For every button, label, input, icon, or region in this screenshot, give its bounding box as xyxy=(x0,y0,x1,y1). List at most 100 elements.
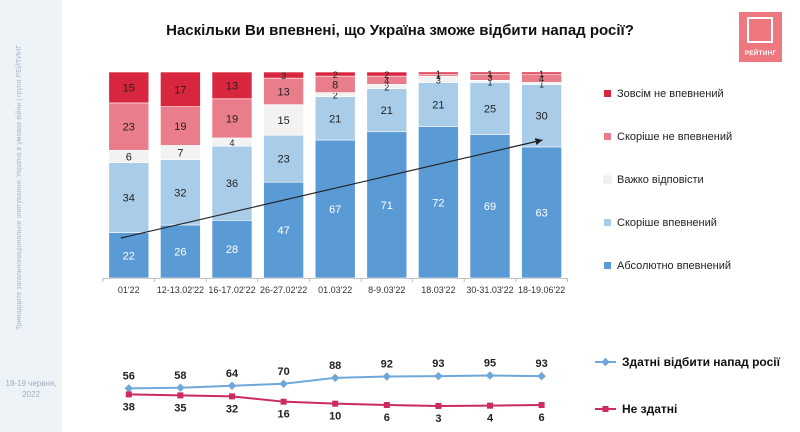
bar-value-label: 1 xyxy=(487,69,492,79)
bar-segment xyxy=(469,71,511,75)
bar-value-label: 21 xyxy=(432,100,444,112)
bar-value-label: 15 xyxy=(123,82,135,94)
bar-value-label: 17 xyxy=(174,84,186,96)
bar-value-label: 2 xyxy=(333,70,338,80)
bar-segment xyxy=(521,146,562,279)
bar-segment xyxy=(314,96,356,141)
bar-value-label: 69 xyxy=(484,201,496,213)
legend-label: Не здатні xyxy=(622,402,677,416)
bar-segment xyxy=(366,131,408,279)
bar-value-label: 13 xyxy=(226,80,238,92)
x-tick-label: 30-31.03'22 xyxy=(466,285,513,295)
line-marker-square xyxy=(435,402,442,409)
bar-value-label: 8 xyxy=(332,79,338,91)
line-marker-diamond xyxy=(124,384,134,393)
x-tick-label: 12-13.02'22 xyxy=(157,285,204,295)
bar-segment xyxy=(521,71,562,75)
bar-value-label: 19 xyxy=(174,121,186,133)
line-value-label: 32 xyxy=(226,403,238,415)
line-marker-square xyxy=(538,402,545,408)
line-value-label: 64 xyxy=(226,368,239,380)
line-marker-square xyxy=(229,393,235,400)
bar-value-label: 63 xyxy=(535,207,547,219)
legend-label: Абсолютно впевнений xyxy=(617,260,731,272)
line-marker-diamond xyxy=(485,371,495,380)
line-value-label: 93 xyxy=(432,358,444,370)
bar-segment xyxy=(263,181,304,279)
legend-label: Важко відповісти xyxy=(617,174,704,186)
bar-segment xyxy=(418,71,459,75)
bar-value-label: 30 xyxy=(535,111,547,123)
bar-value-label: 19 xyxy=(226,113,238,125)
bar-segment xyxy=(160,159,201,226)
line-marker-square xyxy=(332,400,339,407)
bar-value-label: 21 xyxy=(381,105,393,117)
legend-swatch xyxy=(604,133,611,140)
bar-value-label: 23 xyxy=(123,122,135,134)
bar-value-label: 21 xyxy=(329,113,341,125)
bar-value-label: 32 xyxy=(174,187,186,199)
trend-arrow xyxy=(120,138,543,239)
line-marker-diamond xyxy=(330,373,340,383)
x-tick-label: 01.03'22 xyxy=(318,285,352,295)
x-tick-label: 16-17.02'22 xyxy=(208,285,255,295)
bar-value-label: 34 xyxy=(123,193,135,205)
line-marker-diamond xyxy=(227,381,237,391)
bar-segment xyxy=(211,145,253,221)
x-tick-label: 8-9.03'22 xyxy=(368,285,405,295)
bar-value-label: 71 xyxy=(381,200,393,212)
bar-value-label: 47 xyxy=(277,225,289,237)
bar-value-label: 3 xyxy=(487,73,492,83)
legend-marker-square xyxy=(602,406,609,412)
bar-value-label: 25 xyxy=(484,103,496,115)
bar-segment xyxy=(160,71,201,107)
bar-segment xyxy=(366,71,408,77)
legend-label: Здатні відбити напад росії xyxy=(622,355,781,369)
bar-segment xyxy=(108,71,150,104)
bar-value-label: 1 xyxy=(539,79,544,89)
bar-value-label: 67 xyxy=(329,204,341,216)
x-tick-label: 18.03'22 xyxy=(421,285,455,295)
line-value-label: 58 xyxy=(174,370,186,382)
bar-segment xyxy=(211,71,253,100)
bar-value-label: 1 xyxy=(436,69,441,79)
line-marker-square xyxy=(487,402,493,409)
bar-value-label: 15 xyxy=(277,115,289,127)
legend-swatch xyxy=(604,219,611,226)
line-value-label: 4 xyxy=(487,413,494,425)
line-value-label: 92 xyxy=(381,358,393,370)
bar-value-label: 1 xyxy=(539,69,544,79)
bar-value-label: 72 xyxy=(432,197,444,209)
line-value-label: 16 xyxy=(277,409,289,421)
legend-swatch xyxy=(604,90,611,97)
x-tick-label: 01'22 xyxy=(118,285,140,295)
bar-value-label: 13 xyxy=(277,86,289,98)
line-value-label: 6 xyxy=(539,412,545,424)
bar-value-label: 1 xyxy=(436,71,441,81)
bar-value-label: 28 xyxy=(226,244,238,256)
line-value-label: 93 xyxy=(535,358,547,370)
bar-segment xyxy=(418,126,459,279)
bar-value-label: 4 xyxy=(229,138,234,148)
line-marker-square xyxy=(383,402,390,408)
line-value-label: 88 xyxy=(329,360,341,372)
bar-segment xyxy=(263,134,304,183)
bar-value-label: 2 xyxy=(384,82,389,92)
bar-segment xyxy=(418,82,459,127)
bar-value-label: 3 xyxy=(436,75,441,85)
bar-segment xyxy=(521,84,562,148)
line-value-label: 70 xyxy=(277,366,289,378)
bar-value-label: 4 xyxy=(384,76,389,86)
bar-value-label: 6 xyxy=(126,151,132,163)
logo-text: РЕЙТИНГ xyxy=(744,50,777,57)
line-marker-diamond xyxy=(382,372,392,381)
bar-segment xyxy=(314,139,356,279)
bar-segment xyxy=(263,71,304,79)
bar-value-label: 26 xyxy=(174,246,186,258)
bar-segment xyxy=(160,106,201,146)
bar-value-label: 7 xyxy=(177,148,183,160)
bar-value-label: 4 xyxy=(539,74,544,84)
line-value-label: 38 xyxy=(123,401,135,413)
bar-segment xyxy=(211,98,253,139)
